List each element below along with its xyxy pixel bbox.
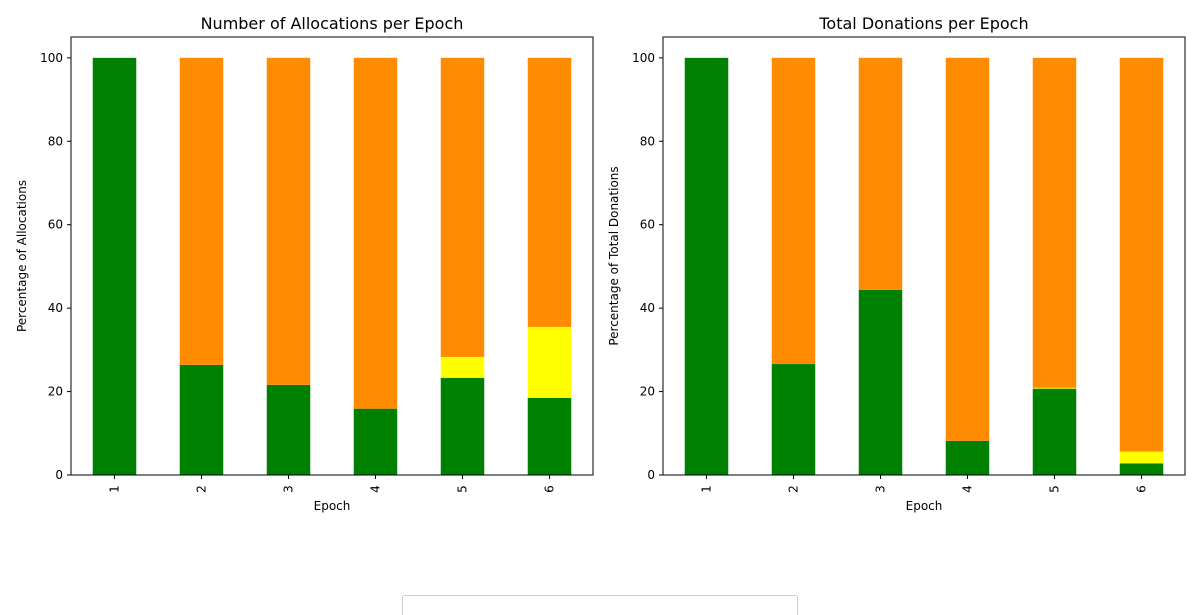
y-tick-label: 40 [640,301,655,315]
x-tick-label: 6 [1135,485,1149,493]
x-tick-label: 4 [961,485,975,493]
bar-orange-epoch-6 [527,57,572,327]
y-tick-label: 80 [48,134,63,148]
bar-orange-epoch-5 [440,57,485,357]
y-axis-label: Percentage of Allocations [15,180,29,332]
bar-orange-epoch-5 [1032,57,1077,388]
x-tick-label: 1 [700,485,714,493]
bar-green-epoch-4 [353,408,398,475]
y-tick-label: 60 [640,218,655,232]
bar-yellow-epoch-5 [1032,387,1077,389]
x-tick-label: 2 [787,485,801,493]
x-tick-label: 6 [543,485,557,493]
axes-frame [70,36,594,476]
bar-green-epoch-3 [266,384,311,475]
y-tick-label: 20 [48,385,63,399]
bar-green-epoch-2 [179,364,224,475]
bar-yellow-epoch-6 [1119,451,1164,464]
chart-title: Total Donations per Epoch [818,14,1028,33]
bar-green-epoch-5 [440,377,485,475]
y-tick-label: 0 [55,468,63,482]
bar-green-epoch-1 [684,57,729,476]
axes-frame [662,36,1186,476]
y-tick-label: 100 [632,51,655,65]
chart-title: Number of Allocations per Epoch [201,14,464,33]
bar-green-epoch-3 [858,289,903,475]
x-tick-label: 4 [369,485,383,493]
y-tick-label: 20 [640,385,655,399]
x-axis-label: Epoch [314,499,351,513]
x-tick-label: 5 [456,485,470,493]
x-tick-label: 3 [874,485,888,493]
x-tick-label: 3 [282,485,296,493]
x-axis-label: Epoch [906,499,943,513]
y-tick-label: 80 [640,134,655,148]
bar-orange-epoch-3 [858,57,903,290]
bar-yellow-epoch-5 [440,356,485,378]
bar-orange-epoch-6 [1119,57,1164,452]
bar-orange-epoch-4 [353,57,398,409]
bar-green-epoch-1 [92,57,137,476]
y-tick-label: 60 [48,218,63,232]
x-tick-label: 2 [195,485,209,493]
bar-yellow-epoch-6 [527,326,572,398]
y-tick-label: 40 [48,301,63,315]
x-tick-label: 1 [108,485,122,493]
bar-green-epoch-4 [945,440,990,475]
bar-orange-epoch-3 [266,57,311,385]
bar-orange-epoch-4 [945,57,990,441]
bar-green-epoch-2 [771,364,816,475]
bar-green-epoch-6 [1119,463,1164,475]
y-tick-label: 0 [647,468,655,482]
x-tick-label: 5 [1048,485,1062,493]
bar-orange-epoch-2 [179,57,224,365]
legend [402,595,798,615]
bar-green-epoch-6 [527,397,572,475]
y-axis-label: Percentage of Total Donations [607,166,621,345]
bar-orange-epoch-2 [771,57,816,365]
bar-green-epoch-5 [1032,388,1077,475]
y-tick-label: 100 [40,51,63,65]
